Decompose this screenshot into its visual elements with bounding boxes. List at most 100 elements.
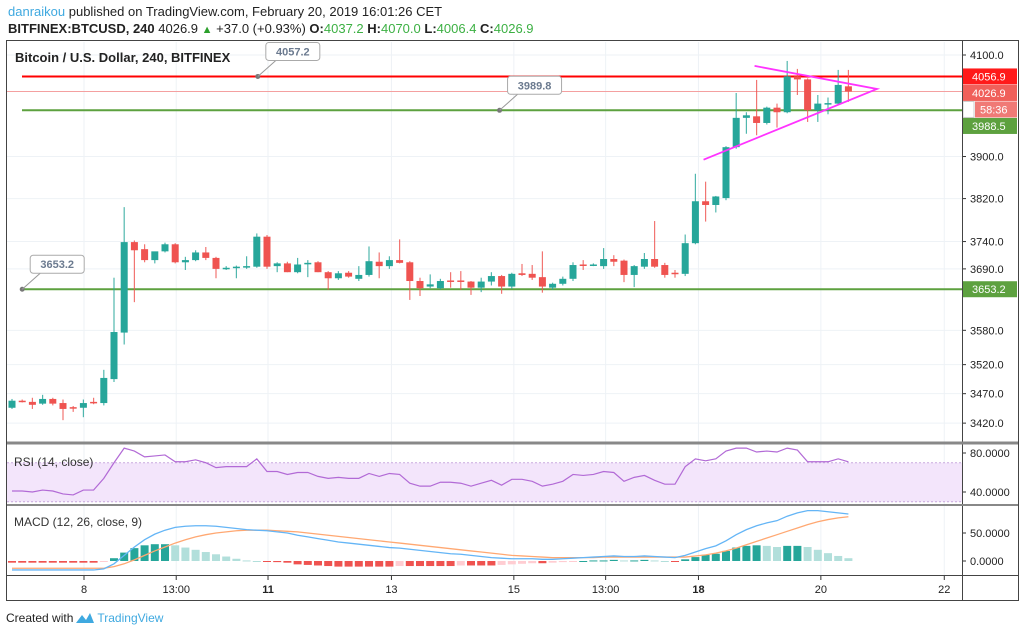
macd-line <box>12 509 849 571</box>
macd-histogram-bar <box>783 545 792 561</box>
author-link[interactable]: danraikou <box>8 4 66 19</box>
candle <box>212 256 220 279</box>
candle-body <box>528 273 536 278</box>
macd-histogram-bar <box>354 561 363 567</box>
callout-box[interactable] <box>265 41 321 61</box>
low-value: 4006.4 <box>436 21 477 36</box>
rsi-tick-label: 80.0000 <box>970 448 1010 460</box>
chart-frame <box>6 40 1019 601</box>
macd-label: MACD (12, 26, close, 9) <box>14 515 142 529</box>
candle <box>528 265 536 280</box>
macd-histogram-bar <box>130 548 139 561</box>
candle <box>753 79 761 136</box>
macd-histogram-bar <box>426 561 435 567</box>
time-tick-label: 22 <box>938 584 950 596</box>
candle <box>783 60 791 114</box>
candle-body <box>79 403 87 408</box>
created-with-text: Created with <box>6 611 74 625</box>
macd-histogram-bar <box>579 561 588 562</box>
up-arrow-icon: ▲ <box>201 24 213 36</box>
time-tick-label: 8 <box>81 584 87 596</box>
candle <box>702 181 710 222</box>
candle <box>8 398 16 409</box>
candle <box>120 207 128 345</box>
macd-histogram-bar <box>793 545 802 561</box>
tradingview-link[interactable]: TradingView <box>97 611 164 625</box>
candle-body <box>436 281 444 289</box>
candle <box>283 261 291 273</box>
chart-title: Bitcoin / U.S. Dollar, 240, BITFINEX <box>15 50 231 65</box>
macd-histogram-bar <box>385 561 394 567</box>
macd-histogram-bar <box>599 560 608 562</box>
drawings[interactable] <box>703 65 881 161</box>
axes[interactable]: 4100.0 3900.0 3820.0 3740.0 3690.0 3580.0 3520… <box>81 50 1017 596</box>
price-tick-label: 3740.0 <box>970 237 1004 249</box>
candle-body <box>110 332 118 380</box>
candle <box>457 271 465 290</box>
candle <box>406 261 414 300</box>
candle-body <box>406 262 414 282</box>
candle <box>232 265 240 279</box>
rsi-label: RSI (14, close) <box>14 455 93 469</box>
candle <box>671 269 679 278</box>
candle-body <box>804 79 812 111</box>
macd-histogram-bar <box>558 561 567 563</box>
price-label: 4056.9 <box>972 71 1006 83</box>
macd-histogram-bar <box>293 561 302 565</box>
price-label: 3653.2 <box>972 284 1006 296</box>
macd-histogram-bar <box>18 561 27 563</box>
candle <box>814 95 822 122</box>
price-label: 4026.9 <box>972 88 1006 100</box>
candle-body <box>18 400 26 403</box>
time-tick-label: 15 <box>508 584 520 596</box>
candle-body <box>151 251 159 261</box>
time-axis[interactable]: 8 13:00 11 13 15 13:00 18 20 22 <box>81 576 950 596</box>
macd-histogram-bar <box>140 545 149 561</box>
candle <box>579 260 587 270</box>
candle-body <box>294 264 302 273</box>
macd-histogram-bar <box>803 547 812 561</box>
symmetrical-triangle[interactable] <box>703 65 881 161</box>
candle-body <box>345 272 353 277</box>
time-tick-label: 20 <box>815 584 827 596</box>
candle-body <box>171 244 179 263</box>
macd-histogram-bar <box>120 552 129 561</box>
macd-histogram-bar <box>528 561 537 564</box>
macd-histogram-bar <box>191 549 200 561</box>
candle <box>630 265 638 288</box>
candle <box>385 256 393 269</box>
high-label: H: <box>367 21 381 36</box>
candle <box>498 274 506 294</box>
macd-histogram-bar <box>324 561 333 567</box>
callout-box[interactable] <box>29 254 85 274</box>
macd-histogram-bar <box>681 559 690 561</box>
drawing-lines[interactable]: 4057.2 3989.8 3653.2 <box>7 41 962 292</box>
candle <box>610 255 618 267</box>
candle-body <box>273 263 281 267</box>
time-tick-label: 13 <box>385 584 397 596</box>
macd-histogram-bar <box>742 545 751 561</box>
time-tick-label: 13:00 <box>162 584 190 596</box>
price-tick-label: 3900.0 <box>970 152 1004 164</box>
macd-tick-label: 0.0000 <box>970 556 1004 568</box>
candle <box>345 271 353 278</box>
candle <box>171 243 179 264</box>
callout-box[interactable] <box>507 75 563 95</box>
candle-body <box>90 401 98 404</box>
candle-body <box>793 76 801 80</box>
macd-tick-label: 50.0000 <box>970 528 1010 540</box>
candle-body <box>589 264 597 266</box>
candle <box>79 399 87 418</box>
candle-body <box>69 407 77 409</box>
price-label-box <box>962 281 1017 298</box>
candle-body <box>426 284 434 287</box>
candle-body <box>763 107 771 123</box>
macd-histogram-bar <box>110 558 118 561</box>
candle-body <box>712 196 720 205</box>
candle-body <box>396 260 404 263</box>
price-axis[interactable]: 4100.0 3900.0 3820.0 3740.0 3690.0 3580.0 3520… <box>962 50 1017 568</box>
candle-body <box>753 116 761 123</box>
candle <box>100 369 108 406</box>
candle-body <box>824 103 832 105</box>
